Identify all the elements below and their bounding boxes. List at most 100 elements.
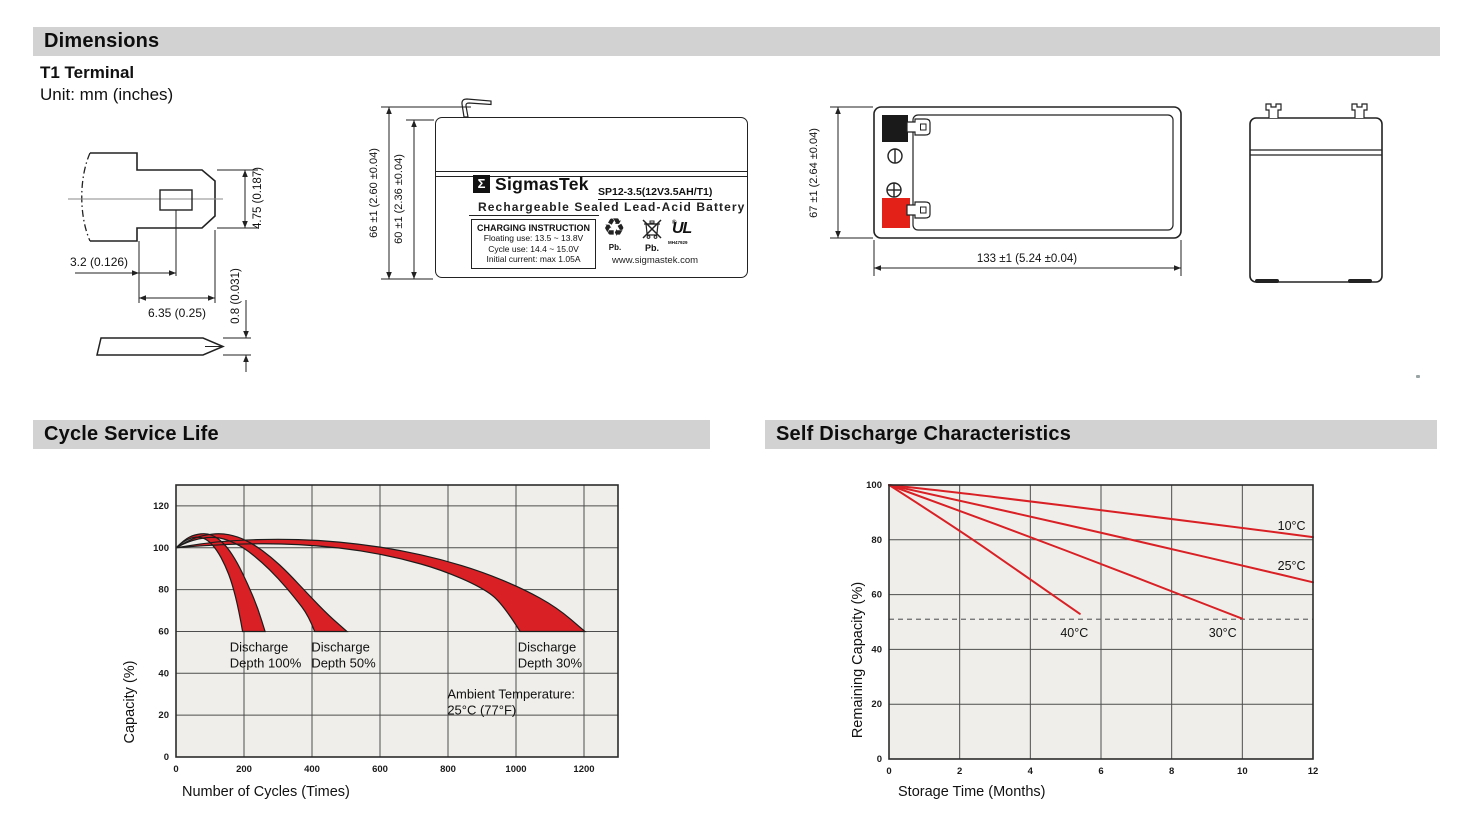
x-tick-label: 1200 — [573, 764, 594, 775]
y-tick-label: 80 — [871, 535, 882, 546]
cycle-xlabel: Number of Cycles (Times) — [182, 784, 350, 800]
top-view-outer — [873, 106, 1182, 239]
arrowhead — [169, 270, 176, 276]
y-tick-label: 0 — [164, 752, 169, 763]
arrowhead — [243, 331, 249, 338]
self-discharge-ylabel: Remaining Capacity (%) — [850, 582, 866, 738]
discharge-band — [176, 533, 266, 632]
pb-recycle-label: Pb. — [608, 243, 622, 252]
dim-total-label: 66 ±1 (2.60 ±0.04) — [368, 148, 380, 238]
dim-offset-label: 3.2 (0.126) — [70, 255, 128, 269]
battery-tagline: Rechargeable Sealed Lead-Acid Battery — [478, 200, 746, 214]
positive-tab — [906, 201, 931, 219]
ul-file-number: MH47929 — [668, 240, 688, 245]
y-tick-label: 40 — [158, 668, 169, 679]
recycle-pb-icon: ♻ — [603, 214, 626, 242]
x-tick-label: 0 — [173, 764, 178, 775]
top-dim-width-label: 133 ±1 (5.24 ±0.04) — [977, 253, 1077, 265]
crossed-bin-icon — [642, 219, 662, 239]
series-line — [888, 484, 1081, 615]
y-tick-label: 60 — [871, 590, 882, 601]
unit-note: Unit: mm (inches) — [40, 85, 174, 104]
x-tick-label: 0 — [886, 766, 891, 777]
x-tick-label: 8 — [1169, 766, 1174, 777]
model-number: SP12-3.5(12V3.5AH/T1) — [598, 186, 713, 200]
x-tick-label: 400 — [304, 764, 320, 775]
band-outline — [175, 533, 349, 633]
plot-border — [888, 484, 1314, 760]
x-tick-label: 2 — [957, 766, 962, 777]
x-tick-label: 200 — [236, 764, 252, 775]
self-discharge-title: Self Discharge Characteristics — [776, 423, 1072, 445]
front-view-dimensions: 66 ±1 (2.60 ±0.04) 60 ±1 (2.36 ±0.04) — [368, 98, 492, 280]
terminal-blade-outline — [96, 337, 225, 356]
arrowhead — [386, 107, 392, 114]
cycle-section-header: Cycle Service Life — [33, 420, 710, 449]
dim-body-label: 60 ±1 (2.36 ±0.04) — [393, 154, 405, 244]
x-tick-label: 6 — [1098, 766, 1103, 777]
negative-terminal — [882, 115, 908, 142]
annotation: Depth 50% — [311, 655, 376, 670]
battery-foot — [1255, 279, 1279, 283]
negative-tab — [906, 118, 931, 136]
battery-lid-line — [435, 171, 748, 177]
cycle-ylabel: Capacity (%) — [122, 661, 138, 744]
x-tick-label: 1000 — [505, 764, 526, 775]
self-discharge-section-header: Self Discharge Characteristics — [765, 420, 1437, 449]
series-label: 10°C — [1278, 519, 1306, 533]
label-rule — [469, 215, 599, 216]
terminal-hole — [159, 189, 193, 211]
y-tick-label: 40 — [871, 644, 882, 655]
y-tick-label: 20 — [871, 699, 882, 710]
arrowhead — [243, 355, 249, 362]
x-tick-label: 4 — [1028, 766, 1034, 777]
charging-title: CHARGING INSTRUCTION — [477, 223, 590, 233]
dim-width-label: 6.35 (0.25) — [148, 306, 206, 320]
y-tick-label: 60 — [158, 626, 169, 637]
cycle-title: Cycle Service Life — [44, 423, 219, 445]
series-line — [888, 484, 1244, 620]
dimensions-title: Dimensions — [44, 30, 160, 52]
y-tick-label: 100 — [866, 480, 882, 491]
dimensions-section-header: Dimensions — [33, 27, 1440, 56]
pb-bin-label: Pb. — [644, 243, 659, 253]
arrowhead — [132, 270, 139, 276]
end-terminal-tab — [1265, 103, 1282, 118]
discharge-band — [176, 533, 347, 632]
y-tick-label: 20 — [158, 710, 169, 721]
terminal-body-outline — [90, 152, 216, 242]
x-tick-label: 10 — [1237, 766, 1248, 777]
annotation: Depth 30% — [518, 655, 583, 670]
arrowhead — [835, 231, 841, 238]
battery-front-view: 66 ±1 (2.60 ±0.04) 60 ±1 (2.36 ±0.04) Σ … — [365, 95, 760, 295]
series-label: 25°C — [1278, 559, 1306, 573]
annotation: Ambient Temperature: — [447, 686, 575, 701]
arrowhead — [242, 221, 248, 228]
self-discharge-chart: Remaining Capacity (%) Storage Time (Mon… — [850, 480, 1319, 800]
annotation: Discharge — [311, 639, 370, 654]
arrowhead — [242, 170, 248, 177]
positive-terminal — [882, 198, 910, 228]
battery-foot — [1348, 279, 1372, 283]
break-line — [81, 152, 91, 242]
website-text: www.sigmastek.com — [612, 255, 699, 266]
sigma-logo-icon: Σ — [473, 175, 490, 193]
battery-end-view — [1249, 103, 1383, 283]
arrowhead — [874, 265, 881, 271]
arrowhead — [208, 295, 215, 301]
y-tick-label: 120 — [153, 501, 169, 512]
discharge-band — [176, 539, 585, 632]
arrowhead — [139, 295, 146, 301]
annotation: 25°C (77°F) — [447, 702, 516, 717]
x-tick-label: 12 — [1308, 766, 1319, 777]
band-outline — [175, 538, 587, 633]
annotation: Discharge — [518, 639, 577, 654]
end-terminal-tab — [1351, 103, 1368, 118]
arrowhead — [411, 272, 417, 279]
plot-border — [175, 484, 619, 758]
y-tick-label: 80 — [158, 585, 169, 596]
series-line — [888, 484, 1314, 539]
y-tick-label: 0 — [877, 754, 882, 765]
charging-line: Cycle use: 14.4 ~ 15.0V — [488, 243, 579, 254]
